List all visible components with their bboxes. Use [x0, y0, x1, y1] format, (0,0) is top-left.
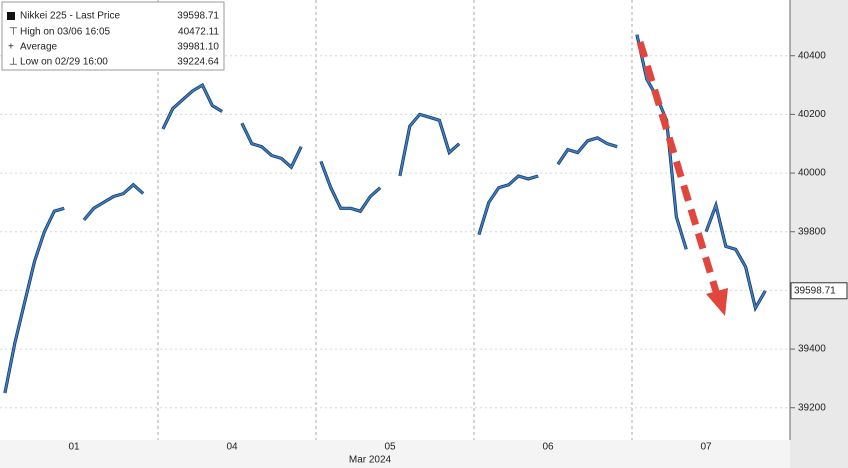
legend-stat-label: Average	[20, 42, 58, 53]
y-tick-label: 40400	[798, 50, 826, 61]
legend-stat-label: High on 03/06 16:05	[20, 27, 111, 38]
last-price-box	[790, 282, 848, 300]
x-axis-area	[0, 440, 790, 468]
marks	[3, 34, 767, 394]
legend-icon: +	[8, 42, 14, 53]
legend-icon: ⊤	[9, 27, 18, 38]
y-tick-label: 39200	[798, 402, 826, 413]
legend-box	[1, 1, 225, 71]
legend-last-price: 39598.71	[177, 11, 219, 22]
legend-stat-label: Low on 02/29 16:00	[20, 57, 108, 68]
legend: Nikkei 225 - Last Price 39598.71 High on…	[1, 1, 225, 71]
y-tick-label: 39400	[798, 344, 826, 355]
legend-stat-value: 40472.11	[178, 27, 219, 38]
y-tick-label: 39800	[798, 226, 826, 237]
x-axis-title: Mar 2024	[349, 455, 392, 466]
legend-stat-value: 39981.10	[177, 42, 219, 53]
legend-swatch	[7, 12, 15, 20]
trend-arrow	[636, 40, 728, 316]
x-tick-label: 07	[701, 442, 713, 453]
arrow-head	[706, 288, 728, 316]
arrow-shaft	[636, 40, 722, 300]
price-line	[4, 34, 766, 394]
x-tick-label: 05	[385, 442, 397, 453]
legend-icon: ⊥	[9, 57, 18, 68]
legend-series-name: Nikkei 225 - Last Price	[20, 11, 120, 22]
x-tick-label: 06	[543, 442, 555, 453]
y-tick-label: 40200	[798, 109, 826, 120]
last-price-label: 39598.71	[794, 285, 836, 296]
y-axis-area	[790, 0, 848, 468]
x-tick-label: 01	[69, 442, 81, 453]
y-tick-label: 40000	[798, 168, 826, 179]
legend-stat-value: 39224.64	[177, 57, 219, 68]
x-tick-label: 04	[227, 442, 239, 453]
plot-area	[0, 0, 790, 440]
